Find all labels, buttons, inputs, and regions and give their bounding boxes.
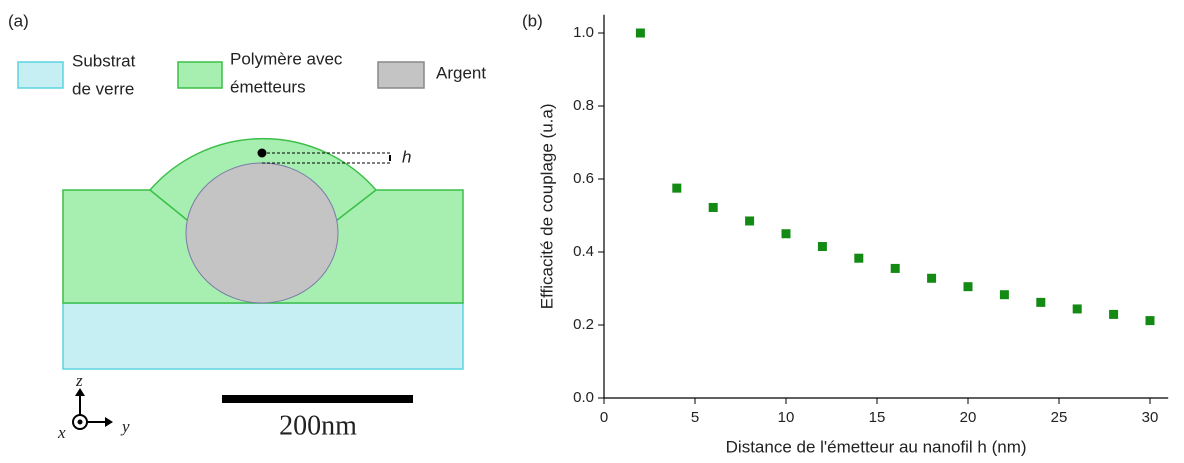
point: [745, 216, 755, 226]
substrate: [62, 302, 464, 370]
x-tick-label: 0: [600, 409, 608, 426]
point: [890, 263, 900, 273]
point: [854, 253, 864, 263]
axis-arrow: [105, 417, 113, 427]
polymer-edge: [331, 189, 377, 225]
point: [999, 290, 1009, 300]
legend-text: Substrat: [72, 51, 136, 70]
scale-label: 200nm: [279, 410, 357, 441]
axis-label: z: [75, 371, 83, 390]
silver-wire: [185, 162, 339, 304]
legend-swatch: [17, 61, 64, 89]
panel-b: (b) 0.0 0.2 0.4 0.6 0.8 1.0 0 5 10 15 20 25 30 Distan…: [522, 11, 1169, 456]
point: [672, 183, 682, 193]
point: [708, 202, 718, 212]
axis-icon: [77, 419, 83, 425]
x-tick-label: 15: [869, 409, 886, 426]
point: [817, 242, 827, 252]
legend-swatch: [377, 61, 425, 89]
point: [635, 28, 645, 38]
point: [1109, 309, 1119, 319]
legend-text: émetteurs: [230, 77, 306, 96]
axis-label: x: [57, 423, 66, 442]
axis-arrow: [75, 388, 85, 396]
x-tick-label: 5: [691, 409, 699, 426]
x-tick-label: 10: [778, 409, 795, 426]
x-axis-label: Distance de l'émetteur au nanofil h (nm): [726, 437, 1027, 456]
y-tick-label: 0.0: [573, 389, 594, 406]
legend-text: Polymère avec: [230, 49, 343, 68]
y-tick-label: 1.0: [573, 24, 594, 41]
polymer-edge: [149, 189, 193, 225]
point: [963, 282, 973, 292]
distance-label: h: [402, 147, 411, 166]
panel-label: (b): [522, 11, 543, 30]
y-tick-label: 0.2: [573, 316, 594, 333]
x-tick-label: 30: [1142, 409, 1159, 426]
panel-a: (a) Substrat de verre Polymère avec émet…: [8, 11, 486, 441]
y-tick-label: 0.8: [573, 97, 594, 114]
point: [781, 229, 791, 239]
scale-bar: [222, 395, 413, 403]
x-tick-label: 25: [1051, 409, 1068, 426]
y-tick-label: 0.4: [573, 243, 594, 260]
point: [1036, 297, 1046, 307]
legend-swatch: [177, 61, 223, 89]
panel-label: (a): [8, 11, 29, 30]
legend-text: de verre: [72, 79, 134, 98]
y-tick-label: 0.6: [573, 170, 594, 187]
point: [1145, 316, 1155, 326]
point: [927, 273, 937, 283]
point: [1072, 304, 1082, 314]
x-tick-label: 20: [960, 409, 977, 426]
y-axis-label: Efficacité de couplage (u.a): [537, 104, 556, 310]
axis-label: y: [120, 417, 130, 436]
legend-text: Argent: [436, 63, 486, 82]
